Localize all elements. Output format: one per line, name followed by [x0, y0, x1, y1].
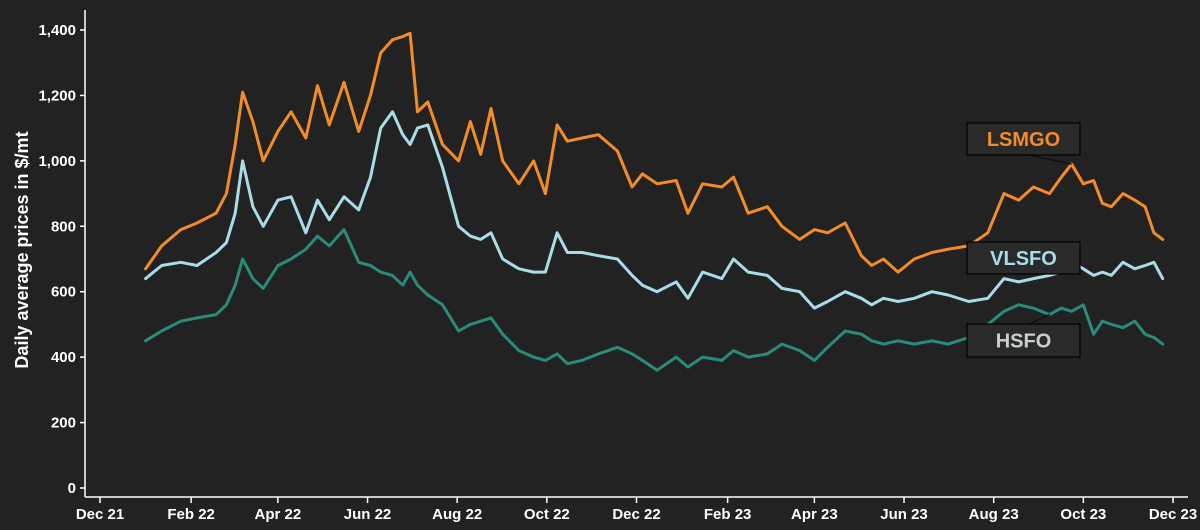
- y-tick-label: 400: [51, 349, 76, 366]
- y-tick-label: 1,200: [38, 87, 76, 104]
- callout-box: [966, 122, 1081, 156]
- callout-box: [966, 241, 1081, 275]
- x-tick-label: Aug 22: [432, 506, 482, 523]
- y-axis-title: Daily average prices in $/mt: [12, 131, 32, 368]
- x-axis-ticks: Dec 21 Feb 22 Apr 22 Jun 22 Aug 22 Oct 22 Dec …: [76, 497, 1197, 523]
- x-tick-label: Dec 22: [612, 506, 660, 523]
- callout-lsmgo: LSMGO: [966, 122, 1081, 165]
- series-line-lsmgo: [144, 31, 1165, 274]
- y-tick-label: 1,000: [38, 153, 76, 170]
- x-tick-label: Oct 23: [1060, 506, 1106, 523]
- x-tick-label: Jun 23: [880, 506, 928, 523]
- callout-hsfo: HSFO: [966, 313, 1081, 358]
- series-callouts: LSMGO VLSFO HSFO: [966, 122, 1081, 358]
- y-axis-ticks: 0 200 400 600 800 1,000 1,200 1,400: [38, 22, 85, 497]
- callout-label: LSMGO: [987, 129, 1060, 151]
- y-tick-label: 600: [51, 284, 76, 301]
- x-tick-label: Oct 22: [524, 506, 570, 523]
- y-tick-label: 200: [51, 415, 76, 432]
- callout-arrow: [1028, 313, 1050, 325]
- callout-vlsfo: VLSFO: [966, 241, 1081, 275]
- x-tick-label: Jun 22: [344, 506, 392, 523]
- y-tick-label: 800: [51, 218, 76, 235]
- series-line-hsfo: [144, 228, 1165, 372]
- x-tick-label: Apr 22: [255, 506, 302, 523]
- x-tick-label: Aug 23: [969, 506, 1019, 523]
- series-lines: [144, 31, 1165, 372]
- x-tick-label: Dec 21: [76, 506, 124, 523]
- callout-label: VLSFO: [990, 248, 1057, 270]
- x-tick-label: Apr 23: [791, 506, 838, 523]
- callout-label: HSFO: [996, 331, 1052, 353]
- series-line-vlsfo: [144, 110, 1165, 310]
- y-tick-label: 0: [68, 480, 76, 497]
- x-tick-label: Feb 22: [167, 506, 215, 523]
- callout-arrow: [1028, 154, 1072, 165]
- x-tick-label: Feb 23: [704, 506, 752, 523]
- x-tick-label: Dec 23: [1149, 506, 1197, 523]
- y-tick-label: 1,400: [38, 22, 76, 39]
- callout-box: [966, 323, 1081, 358]
